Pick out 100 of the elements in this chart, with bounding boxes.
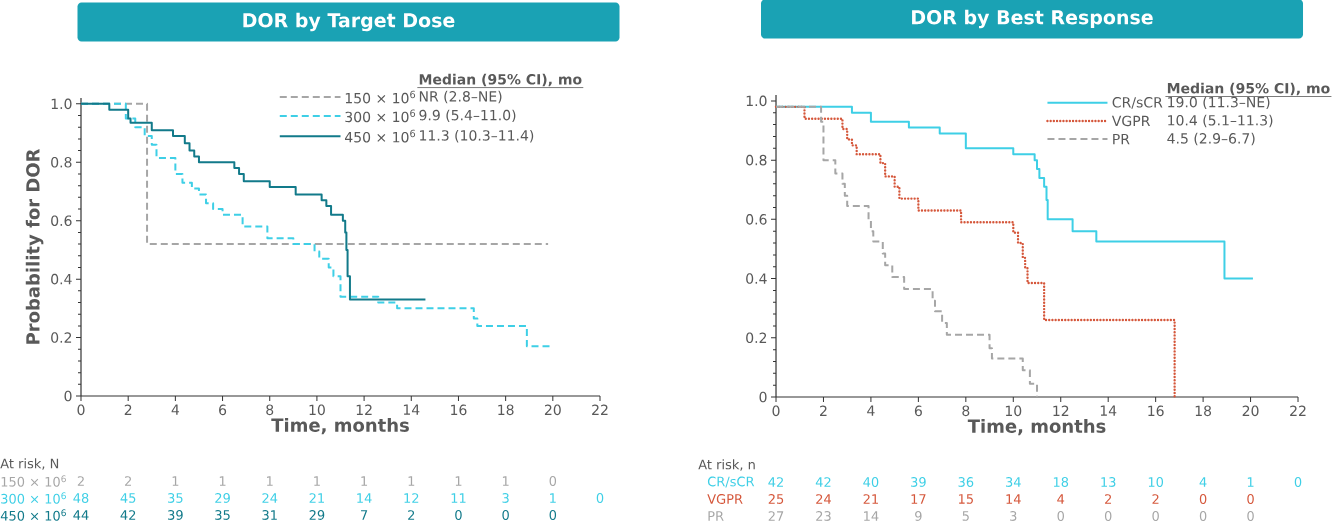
text: 34 bbox=[1006, 477, 1021, 487]
x-tick-label: 8 bbox=[962, 405, 970, 417]
y-tick-label: 0 bbox=[759, 391, 767, 403]
text: 44 bbox=[73, 510, 89, 520]
text: 24 bbox=[816, 494, 831, 504]
y-tick-label: 0.8 bbox=[746, 154, 767, 166]
x-tick-label: 4 bbox=[171, 404, 180, 415]
text: 1 bbox=[219, 476, 226, 486]
x-tick-label: 2 bbox=[820, 405, 827, 416]
chart-title: DOR by Target Dose bbox=[243, 12, 455, 32]
text: 11 bbox=[451, 493, 466, 503]
text: 0 bbox=[596, 493, 604, 503]
chart-title: DOR by Best Response bbox=[912, 9, 1153, 29]
text: 42 bbox=[120, 510, 136, 520]
legend-title: Median (95% CI), mo bbox=[419, 73, 582, 87]
text: 2 bbox=[1152, 494, 1159, 504]
x-tick-label: 10 bbox=[1005, 405, 1022, 417]
annotation: 4.5 (2.9–6.7) bbox=[1167, 132, 1255, 146]
text: 2 bbox=[125, 476, 132, 486]
x-tick-label: 0 bbox=[77, 404, 85, 416]
text: 1 bbox=[550, 493, 556, 503]
text: 0 bbox=[549, 476, 557, 486]
text: 29 bbox=[309, 510, 325, 520]
y-axis-title: Probability for DOR bbox=[25, 148, 44, 344]
x-tick-label: 0 bbox=[772, 405, 780, 417]
y-tick-label: 0 bbox=[64, 390, 72, 402]
x-tick-label: 10 bbox=[309, 404, 325, 416]
text: 1 bbox=[172, 476, 179, 486]
y-tick-label: 0.6 bbox=[51, 215, 72, 227]
x-tick-label: 18 bbox=[1195, 405, 1212, 417]
text: 0 bbox=[502, 510, 509, 520]
annotation: NR (2.8–NE) bbox=[419, 90, 502, 104]
text: 0 bbox=[1294, 477, 1302, 487]
x-tick-label: 12 bbox=[356, 404, 372, 415]
x-tick-label: 8 bbox=[266, 404, 274, 416]
text: 45 bbox=[120, 493, 136, 503]
text: VGPR bbox=[707, 494, 743, 504]
x-tick-label: 22 bbox=[592, 404, 608, 415]
text: 2 bbox=[408, 510, 415, 520]
text: 1 bbox=[408, 476, 415, 486]
text: 1 bbox=[1247, 477, 1254, 487]
x-tick-label: 4 bbox=[867, 405, 875, 416]
text: 14 bbox=[357, 493, 372, 503]
legend-label: VGPR bbox=[1111, 115, 1151, 127]
text: 450 × 10$^{6}$ bbox=[0, 509, 66, 521]
legend-label: CR/sCR bbox=[1112, 97, 1163, 109]
annotation: 11.3 (10.3–11.4) bbox=[420, 129, 534, 143]
x-tick-label: 6 bbox=[914, 405, 922, 417]
text: 0 bbox=[1104, 511, 1112, 521]
text: 35 bbox=[215, 510, 230, 520]
text: CR/sCR bbox=[707, 476, 755, 488]
text: 10 bbox=[1148, 477, 1164, 487]
text: 25 bbox=[768, 494, 784, 504]
y-tick-label: 0.8 bbox=[51, 156, 72, 168]
text: 1 bbox=[267, 476, 273, 486]
text: 13 bbox=[1101, 477, 1116, 487]
x-axis-title: Time, months bbox=[967, 418, 1106, 436]
x-tick-label: 6 bbox=[219, 404, 227, 416]
annotation: 9.9 (5.4–11.0) bbox=[419, 109, 516, 123]
text: 48 bbox=[73, 493, 89, 503]
text: 150 × 10$^{6}$ bbox=[1, 475, 66, 487]
text: 3 bbox=[1010, 511, 1017, 521]
x-tick-label: 16 bbox=[451, 404, 467, 416]
y-tick-label: 0.6 bbox=[746, 214, 767, 225]
text: 0 bbox=[1152, 511, 1159, 521]
text: 42 bbox=[768, 477, 783, 487]
text: 4 bbox=[1199, 477, 1207, 487]
x-axis-title: Time, months bbox=[271, 417, 409, 435]
text: 1 bbox=[502, 476, 509, 486]
x-tick-label: 14 bbox=[403, 404, 420, 415]
x-tick-label: 20 bbox=[1242, 405, 1259, 417]
x-tick-label: 20 bbox=[544, 404, 561, 416]
legend-title: Median (95% CI), mo bbox=[1167, 82, 1330, 96]
text: 3 bbox=[502, 493, 509, 503]
text: 42 bbox=[815, 477, 831, 487]
text: 21 bbox=[309, 493, 324, 503]
text: 39 bbox=[911, 477, 926, 487]
text: 2 bbox=[77, 476, 84, 486]
text: 9 bbox=[915, 511, 922, 521]
text: PR bbox=[708, 511, 724, 521]
text: 35 bbox=[168, 493, 183, 503]
text: 27 bbox=[768, 511, 784, 521]
text: 0 bbox=[1199, 511, 1207, 521]
text: 12 bbox=[404, 493, 419, 503]
text: 40 bbox=[863, 477, 879, 487]
x-tick-label: 22 bbox=[1290, 405, 1306, 416]
legend-label: PR bbox=[1113, 133, 1130, 145]
text: 29 bbox=[215, 493, 230, 503]
x-tick-label: 18 bbox=[498, 404, 514, 416]
text: 5 bbox=[962, 511, 969, 521]
y-tick-label: 0.2 bbox=[51, 332, 72, 343]
text: At risk, n bbox=[698, 459, 755, 471]
text: 0 bbox=[549, 510, 557, 520]
text: 21 bbox=[863, 494, 878, 504]
legend-label: 150 × 10$^{6}$ bbox=[345, 90, 416, 104]
text: 0 bbox=[455, 510, 462, 520]
text: At risk, N bbox=[0, 458, 59, 470]
x-tick-label: 2 bbox=[124, 404, 132, 415]
x-tick-label: 16 bbox=[1148, 405, 1164, 417]
text: 36 bbox=[958, 477, 974, 487]
